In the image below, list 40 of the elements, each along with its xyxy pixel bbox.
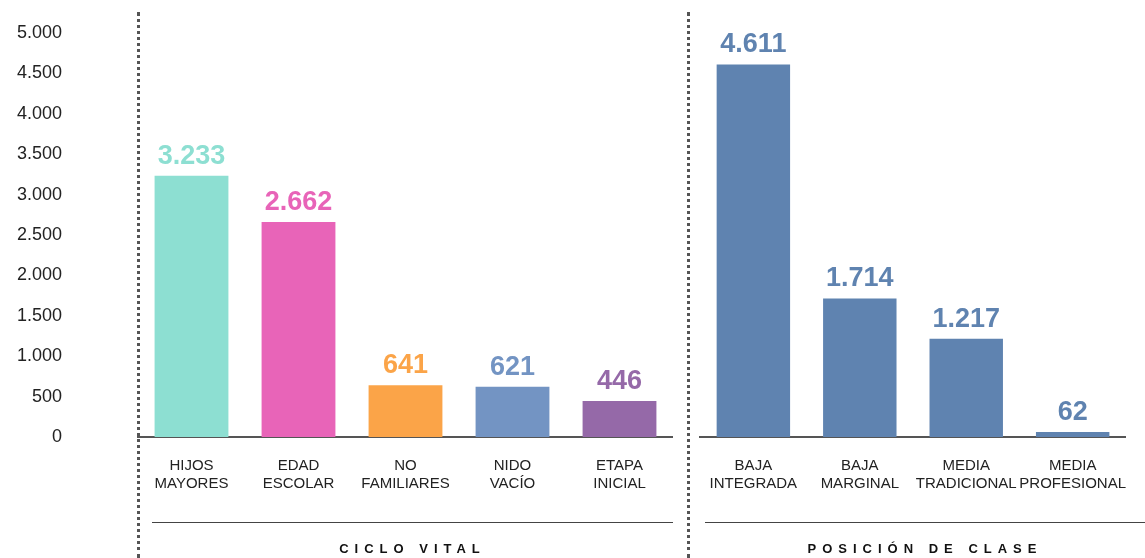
y-tick-label: 2.000 — [16, 264, 62, 285]
x-tick-label: ETAPA INICIAL — [593, 456, 646, 492]
bar — [716, 64, 791, 437]
bar — [582, 400, 657, 437]
y-tick-label: 0 — [51, 425, 62, 446]
x-axis-title: POSICIÓN DE CLASE — [705, 522, 1145, 556]
x-tick-label: MEDIA PROFESIONAL — [1019, 456, 1127, 492]
y-tick-label: 4.500 — [16, 62, 62, 83]
bar — [261, 221, 336, 437]
data-label: 3.233 — [157, 139, 226, 170]
x-tick-label: NIDO VACÍO — [489, 456, 536, 492]
y-tick-label: 2.500 — [16, 223, 62, 244]
bar — [368, 385, 443, 437]
data-label: 446 — [596, 364, 643, 395]
data-label: 62 — [1057, 395, 1088, 426]
data-label: 621 — [489, 350, 536, 381]
y-tick-label: 3.000 — [16, 183, 62, 204]
y-tick-label: 3.500 — [16, 143, 62, 164]
bar — [823, 298, 897, 437]
bar — [475, 386, 550, 437]
y-tick-label: 500 — [31, 385, 62, 406]
x-tick-label: NO FAMILIARES — [361, 456, 450, 492]
y-tick-label: 5.000 — [16, 21, 62, 42]
x-tick-label: EDAD ESCOLAR — [262, 456, 335, 492]
y-tick-label: 4.000 — [16, 102, 62, 123]
y-tick-label: 1.500 — [16, 304, 62, 325]
data-label: 1.714 — [826, 262, 894, 293]
x-tick-label: HIJOS MAYORES — [154, 456, 229, 492]
x-tick-label: BAJA INTEGRADA — [709, 456, 798, 492]
data-label: 2.662 — [264, 185, 333, 216]
data-label: 4.611 — [720, 28, 787, 59]
x-axis-title: CICLO VITAL — [152, 522, 673, 556]
x-tick-label: BAJA MARGINAL — [820, 456, 899, 492]
x-tick-label: MEDIA TRADICIONAL — [915, 456, 1017, 492]
bar — [1035, 431, 1110, 437]
bar — [929, 338, 1003, 437]
data-label: 1.217 — [932, 302, 1001, 333]
data-label: 641 — [382, 349, 429, 380]
bar — [154, 175, 229, 437]
y-tick-label: 1.000 — [16, 345, 62, 366]
